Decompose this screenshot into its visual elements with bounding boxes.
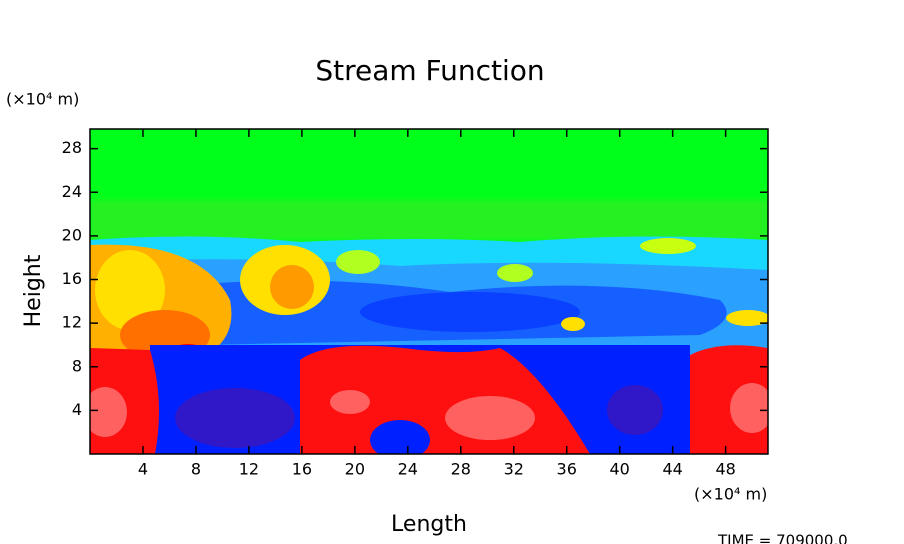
x-axis-title: Length <box>391 512 467 537</box>
x-tick-label: 48 <box>715 460 735 479</box>
contour-field <box>90 129 768 454</box>
x-tick-label: 28 <box>451 460 471 479</box>
chart-title: Stream Function <box>315 54 544 87</box>
plot-frame <box>89 128 769 455</box>
y-tick-label: 8 <box>72 356 82 375</box>
x-tick-label: 44 <box>662 460 682 479</box>
y-axis-title: Height <box>21 254 46 327</box>
time-annotation: TIME = 709000.0 <box>717 532 848 544</box>
y-tick-label: 28 <box>62 138 82 157</box>
x-tick-label: 40 <box>610 460 630 479</box>
y-tick-label: 16 <box>62 269 82 288</box>
y-tick-label: 12 <box>62 313 82 332</box>
x-tick-label: 8 <box>191 460 201 479</box>
x-tick-label: 32 <box>504 460 524 479</box>
x-tick-label: 36 <box>557 460 577 479</box>
x-tick-label: 20 <box>345 460 365 479</box>
x-unit: (×10⁴ m) <box>694 485 767 504</box>
y-tick-label: 4 <box>72 400 82 419</box>
x-tick-label: 16 <box>292 460 312 479</box>
x-tick-label: 4 <box>138 460 148 479</box>
y-unit: (×10⁴ m) <box>6 90 79 109</box>
x-tick-label: 12 <box>239 460 259 479</box>
y-tick-label: 20 <box>62 225 82 244</box>
x-tick-label: 24 <box>398 460 418 479</box>
y-tick-label: 24 <box>62 182 82 201</box>
